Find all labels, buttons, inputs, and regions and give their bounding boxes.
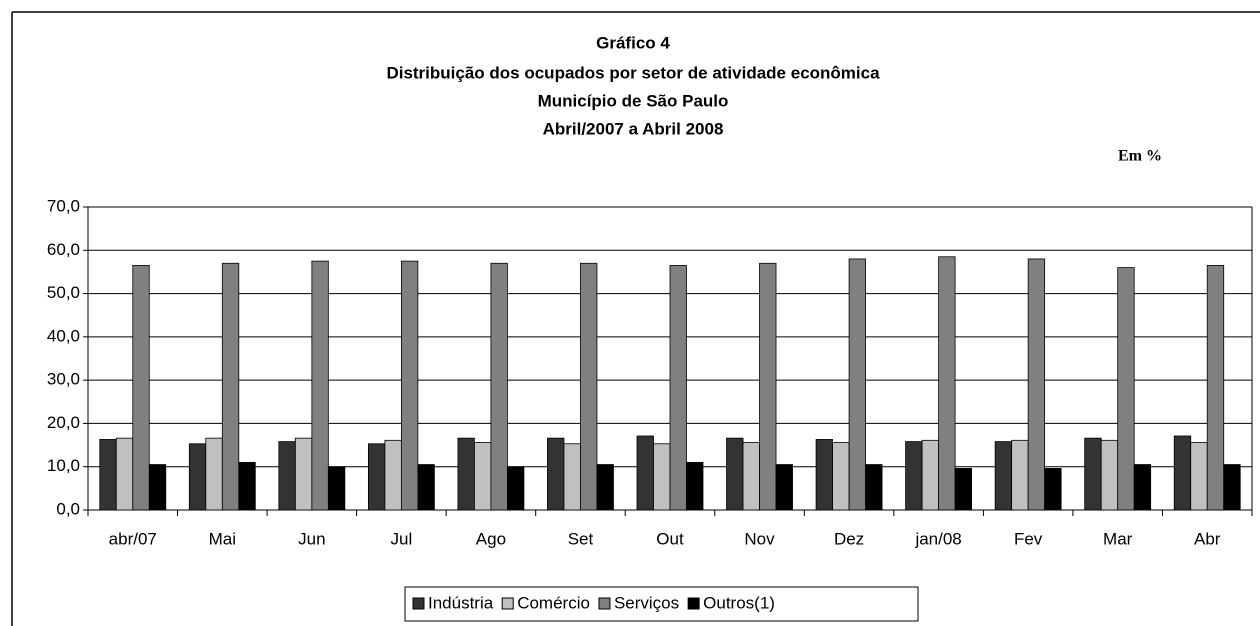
legend-label: Outros(1) bbox=[703, 593, 775, 612]
bar bbox=[686, 461, 704, 511]
bar bbox=[132, 265, 150, 511]
bar bbox=[865, 464, 883, 511]
bar bbox=[759, 262, 777, 511]
bar bbox=[547, 437, 565, 511]
bar bbox=[563, 443, 581, 511]
x-tick-label: Out bbox=[656, 529, 684, 548]
x-tick-label: Mai bbox=[209, 529, 236, 548]
chart-subtitle: Município de São Paulo bbox=[538, 91, 729, 110]
bar bbox=[1084, 437, 1102, 511]
legend-swatch bbox=[598, 597, 611, 610]
x-tick-label: jan/08 bbox=[914, 529, 961, 548]
bar bbox=[994, 441, 1013, 511]
bar bbox=[669, 265, 687, 511]
x-tick-label: Jun bbox=[298, 529, 325, 548]
bar bbox=[775, 464, 793, 511]
bar bbox=[148, 464, 167, 511]
legend-swatch bbox=[412, 597, 425, 610]
bar bbox=[474, 442, 492, 511]
bar bbox=[311, 260, 329, 511]
bar bbox=[1206, 265, 1225, 511]
legend-label: Indústria bbox=[428, 593, 494, 612]
bar bbox=[1027, 258, 1046, 511]
y-tick-label: 60,0 bbox=[47, 240, 80, 259]
bar bbox=[1117, 267, 1135, 511]
bar bbox=[1173, 435, 1192, 511]
bar bbox=[188, 443, 207, 511]
bar bbox=[238, 461, 256, 511]
y-tick-label: 30,0 bbox=[47, 370, 80, 389]
chart-title: Gráfico 4 bbox=[596, 33, 670, 52]
bar bbox=[905, 441, 923, 511]
bar bbox=[848, 258, 866, 511]
bar bbox=[653, 443, 671, 511]
x-tick-label: Fev bbox=[1014, 529, 1043, 548]
bar bbox=[954, 468, 973, 511]
y-tick-label: 40,0 bbox=[47, 326, 80, 345]
legend-swatch bbox=[501, 597, 514, 610]
bar bbox=[921, 439, 940, 511]
bar bbox=[1223, 464, 1241, 511]
bar bbox=[367, 443, 386, 511]
bar bbox=[221, 262, 240, 511]
legend-label: Serviços bbox=[614, 593, 679, 612]
y-tick-label: 0,0 bbox=[56, 499, 80, 518]
y-tick-label: 50,0 bbox=[47, 283, 80, 302]
y-tick-label: 70,0 bbox=[47, 196, 80, 215]
bar bbox=[115, 437, 134, 511]
bar bbox=[1044, 468, 1062, 511]
bar bbox=[1190, 442, 1208, 511]
bar bbox=[938, 256, 956, 511]
chart-subtitle: Abril/2007 a Abril 2008 bbox=[543, 119, 724, 138]
bar bbox=[457, 437, 475, 511]
x-tick-label: Nov bbox=[744, 529, 775, 548]
x-tick-label: abr/07 bbox=[109, 529, 157, 548]
legend-box bbox=[404, 586, 919, 622]
y-tick-label: 20,0 bbox=[47, 413, 80, 432]
x-tick-label: Set bbox=[568, 529, 594, 548]
bar bbox=[417, 464, 435, 511]
bar bbox=[205, 437, 223, 511]
bar bbox=[490, 262, 508, 511]
bar bbox=[1011, 439, 1029, 511]
bar bbox=[580, 262, 598, 511]
x-tick-label: Ago bbox=[476, 529, 506, 548]
bar bbox=[596, 464, 614, 511]
legend-label: Comércio bbox=[517, 593, 590, 612]
bar bbox=[278, 441, 296, 511]
y-tick-label: 10,0 bbox=[47, 456, 80, 475]
bar bbox=[742, 442, 760, 511]
bar bbox=[400, 260, 419, 511]
bar bbox=[636, 435, 654, 511]
chart-subtitle: Distribuição dos ocupados por setor de a… bbox=[386, 63, 880, 82]
unit-note: Em % bbox=[1118, 148, 1162, 165]
bar bbox=[384, 439, 402, 511]
bar bbox=[99, 439, 117, 511]
legend-swatch bbox=[687, 597, 700, 610]
bar bbox=[1100, 439, 1119, 511]
bar bbox=[726, 437, 744, 511]
x-tick-label: Mar bbox=[1103, 529, 1133, 548]
bar bbox=[294, 437, 313, 511]
x-tick-label: Abr bbox=[1194, 529, 1221, 548]
bar bbox=[832, 442, 850, 511]
bar bbox=[327, 466, 346, 511]
bar bbox=[815, 439, 833, 511]
bar bbox=[507, 466, 525, 511]
bar bbox=[1133, 464, 1152, 511]
x-tick-label: Dez bbox=[834, 529, 864, 548]
x-tick-label: Jul bbox=[391, 529, 413, 548]
